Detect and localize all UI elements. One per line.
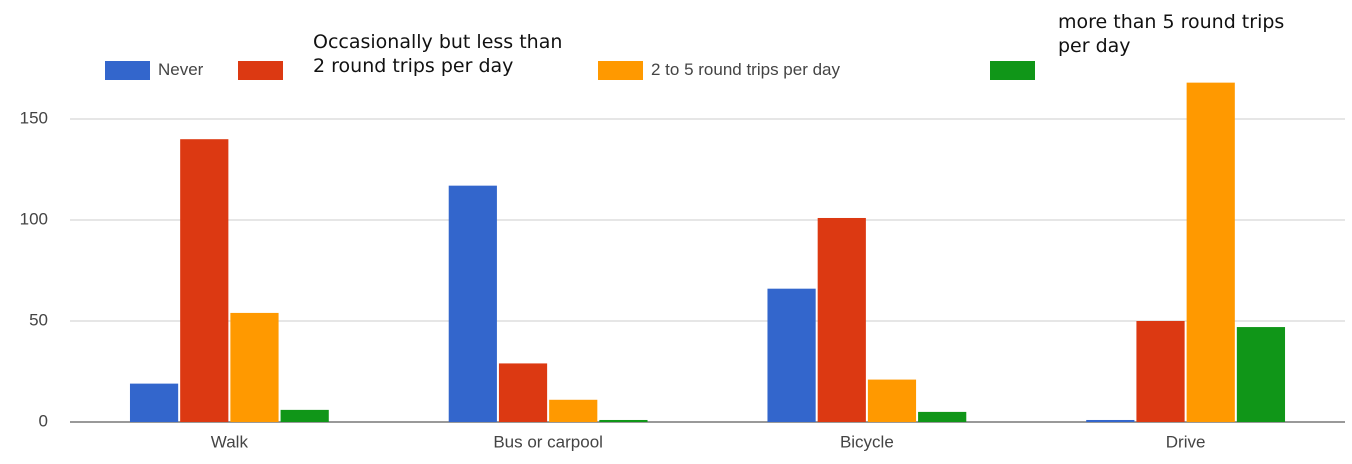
bar xyxy=(867,379,917,422)
x-tick-label: Bicycle xyxy=(840,432,894,451)
legend-label: Never xyxy=(158,60,204,79)
bar xyxy=(1136,321,1185,422)
bar xyxy=(280,409,329,422)
bar xyxy=(498,363,548,422)
bar xyxy=(767,288,816,422)
x-tick-label: Walk xyxy=(211,432,249,451)
bar xyxy=(817,217,866,422)
bar xyxy=(1186,82,1235,422)
bar xyxy=(230,312,279,422)
y-tick-label: 50 xyxy=(29,310,48,329)
bar xyxy=(448,185,497,422)
legend-swatch xyxy=(238,61,283,80)
bar xyxy=(918,411,967,422)
legend-swatch xyxy=(105,61,150,80)
legend-label: 2 to 5 round trips per day xyxy=(651,60,841,79)
y-tick-label: 150 xyxy=(20,108,48,127)
bar xyxy=(180,139,229,422)
x-tick-label: Bus or carpool xyxy=(493,432,603,451)
bar xyxy=(129,383,179,422)
y-tick-label: 100 xyxy=(20,209,48,228)
bar xyxy=(1236,327,1286,422)
bar xyxy=(599,419,648,422)
legend-swatch xyxy=(990,61,1035,80)
legend-label: more than 5 round trips per day xyxy=(1058,10,1308,58)
bar xyxy=(549,399,598,422)
legend-label: Occasionally but less than 2 round trips… xyxy=(313,30,573,78)
x-tick-label: Drive xyxy=(1166,432,1206,451)
y-tick-label: 0 xyxy=(39,411,48,430)
legend-swatch xyxy=(598,61,643,80)
bar xyxy=(1086,419,1135,422)
